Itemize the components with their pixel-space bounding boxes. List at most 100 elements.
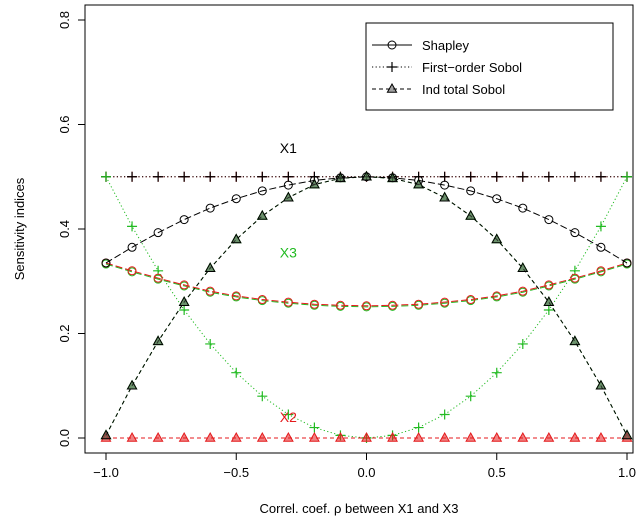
y-axis: 0.0 0.2 0.4 0.6 0.8 <box>57 11 86 447</box>
data-point <box>517 338 528 349</box>
series-x2-ind-total-sobol <box>100 431 633 442</box>
data-point <box>231 171 242 182</box>
data-point <box>335 300 345 310</box>
data-point <box>127 221 138 232</box>
data-point <box>622 171 632 182</box>
data-point <box>231 194 241 204</box>
data-point <box>543 171 554 182</box>
data-point <box>492 291 502 301</box>
data-point <box>569 431 581 442</box>
data-point <box>440 297 450 307</box>
data-point <box>517 171 528 182</box>
data-point <box>127 266 137 276</box>
data-point <box>205 338 216 349</box>
data-point <box>622 258 632 268</box>
data-point <box>204 262 216 272</box>
data-point <box>543 296 555 306</box>
legend-marker <box>387 62 397 72</box>
data-point <box>282 191 294 202</box>
data-point <box>283 171 294 182</box>
data-point <box>466 295 476 305</box>
annotation-x3: X3 <box>280 245 297 261</box>
series-layer <box>100 170 633 443</box>
data-point <box>518 203 528 213</box>
data-point <box>570 228 580 238</box>
data-point <box>518 286 528 296</box>
legend-item: Shapley <box>372 38 469 53</box>
data-point <box>388 300 398 310</box>
data-point <box>153 273 163 283</box>
data-point <box>491 431 503 442</box>
data-point <box>257 186 267 196</box>
data-point <box>413 431 425 442</box>
legend-marker <box>386 82 398 93</box>
data-point <box>543 304 554 315</box>
data-point <box>439 191 451 202</box>
data-point <box>230 431 242 442</box>
y-tick-label: 0.4 <box>57 220 72 238</box>
data-point <box>179 304 190 315</box>
data-point <box>205 286 215 296</box>
data-point <box>491 367 502 378</box>
data-point <box>205 171 216 182</box>
data-point <box>178 296 190 306</box>
data-point <box>257 391 268 402</box>
data-point <box>413 178 425 189</box>
data-point <box>387 172 398 183</box>
y-tick-label: 0.0 <box>57 429 72 447</box>
data-point <box>100 429 112 440</box>
legend-label: First−order Sobol <box>422 60 522 75</box>
x-tick-label: 1.0 <box>618 465 636 480</box>
series-line <box>105 263 628 308</box>
data-point <box>152 431 164 442</box>
data-point <box>595 431 607 442</box>
data-point <box>491 233 503 244</box>
data-point <box>256 431 268 442</box>
data-point <box>308 178 320 189</box>
data-point <box>283 297 293 307</box>
y-tick-label: 0.8 <box>57 11 72 29</box>
data-point <box>491 171 502 182</box>
data-point <box>335 172 346 183</box>
data-point <box>361 431 372 442</box>
series-line <box>105 262 628 307</box>
data-point <box>465 209 477 220</box>
data-point <box>152 335 164 346</box>
data-point <box>230 233 242 244</box>
data-point <box>595 221 606 232</box>
data-point <box>179 215 189 225</box>
annotation-x2: X2 <box>280 409 297 425</box>
data-point <box>362 301 371 311</box>
legend-marker <box>387 40 397 50</box>
data-point <box>178 431 190 442</box>
data-point <box>257 171 268 182</box>
series-x1-ind-total-sobol <box>100 170 633 440</box>
data-point <box>361 170 372 181</box>
data-point <box>257 295 267 305</box>
data-point <box>282 431 294 442</box>
data-point <box>465 391 476 402</box>
data-point <box>440 180 450 190</box>
data-point <box>439 171 450 182</box>
data-point <box>101 171 111 182</box>
data-point <box>544 280 554 290</box>
legend-item: Ind total Sobol <box>372 82 505 97</box>
data-point <box>543 431 555 442</box>
data-point <box>544 215 554 225</box>
annotation-x1: X1 <box>280 140 297 156</box>
data-point <box>570 273 580 283</box>
data-point <box>569 335 581 346</box>
y-axis-title: Sensitivity indices <box>12 177 27 280</box>
x-tick-label: 0.5 <box>488 465 506 480</box>
data-point <box>595 171 606 182</box>
annotations: X1 X3 X2 <box>280 140 297 425</box>
data-point <box>205 203 215 213</box>
x-tick-label: 0.0 <box>357 465 375 480</box>
data-point <box>439 431 451 442</box>
data-point <box>283 180 293 190</box>
y-tick-label: 0.2 <box>57 324 72 342</box>
data-point <box>414 299 424 309</box>
data-point <box>492 194 502 204</box>
data-point <box>466 186 476 196</box>
